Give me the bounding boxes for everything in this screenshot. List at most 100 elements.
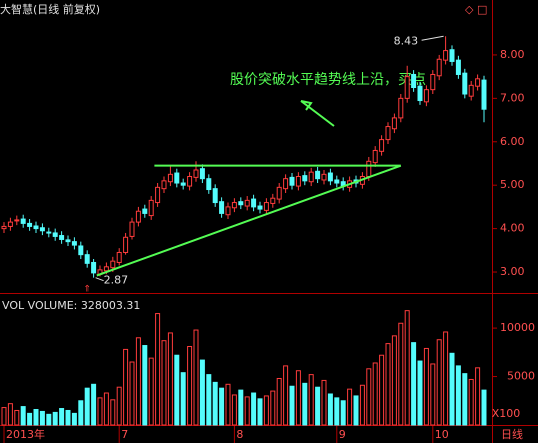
candle-body: [417, 85, 423, 102]
volume-bar: [71, 412, 77, 426]
volume-bar: [7, 403, 13, 426]
candle-body: [91, 261, 97, 274]
volume-bar: [411, 342, 417, 426]
candle-body: [206, 178, 212, 191]
volume-bar: [91, 383, 97, 426]
candle-body: [20, 218, 26, 224]
candle-body: [481, 79, 487, 110]
volume-bar: [398, 322, 404, 426]
volume-bar: [212, 381, 218, 426]
volume-bar: [302, 382, 308, 426]
y-tick-label: 6.00: [500, 135, 525, 148]
volume-bar: [244, 396, 250, 426]
volume-bar: [372, 362, 378, 426]
volume-bar: [257, 398, 263, 426]
y-tick-label: 4.00: [500, 222, 525, 235]
candle-body: [468, 84, 474, 97]
volume-bar: [206, 374, 212, 426]
low-label: 2.87: [104, 274, 129, 287]
y-tick-label: 3.00: [500, 265, 525, 278]
candle-body: [148, 199, 154, 217]
candle-body: [33, 225, 39, 230]
candle-body: [283, 178, 289, 190]
volume-bar: [123, 348, 129, 426]
candle-body: [270, 197, 276, 204]
candle-body: [276, 186, 282, 200]
x-tick-label: 8: [236, 428, 243, 441]
volume-bar: [97, 397, 103, 426]
candle-body: [302, 175, 308, 182]
candle-body: [103, 266, 109, 272]
candle-body: [475, 78, 481, 87]
volume-bar: [27, 412, 33, 426]
y-tick-label: 8.00: [500, 48, 525, 61]
volume-bar: [84, 387, 90, 426]
candle-body: [39, 227, 45, 232]
volume-bar: [155, 313, 161, 426]
annotation-arrow: [300, 100, 335, 127]
candle-body: [14, 219, 20, 222]
volume-bar: [39, 410, 45, 426]
y-tick-label: 10000: [500, 321, 535, 334]
candle-body: [167, 173, 173, 183]
candle-body: [295, 176, 301, 187]
candle-body: [84, 254, 90, 264]
candle-body: [212, 188, 218, 204]
volume-bar: [65, 409, 71, 426]
volume-bar: [481, 389, 487, 426]
candle-body: [391, 117, 397, 130]
volume-bar: [110, 399, 116, 426]
volume-bar: [46, 413, 52, 426]
high-pointer: [421, 35, 444, 41]
volume-bar: [308, 374, 314, 426]
volume-bar: [321, 379, 327, 426]
candle-body: [123, 236, 129, 253]
volume-bar: [14, 409, 20, 426]
candle-body: [187, 176, 193, 187]
candle-body: [59, 235, 65, 240]
volume-bar: [199, 359, 205, 426]
candle-body: [385, 126, 391, 141]
low-pointer: [95, 277, 104, 282]
unit-label: X100: [492, 407, 521, 420]
volume-bar: [366, 368, 372, 426]
volume-bar: [417, 360, 423, 426]
candle-body: [129, 221, 135, 237]
volume-bar: [52, 411, 58, 426]
volume-bar: [391, 335, 397, 426]
y-tick-label: 5000: [507, 370, 535, 383]
high-label: 8.43: [394, 34, 419, 47]
volume-bar: [219, 387, 225, 426]
x-tick-label: 10: [435, 428, 449, 441]
annotation-arrowhead: [300, 100, 313, 111]
candle-body: [257, 205, 263, 210]
annotation: 股价突破水平趋势线上沿，买点: [230, 72, 426, 88]
candle-body: [238, 201, 244, 206]
candle-body: [161, 180, 167, 190]
candle-body: [398, 97, 404, 119]
candle-body: [78, 245, 84, 256]
candle-body: [372, 149, 378, 164]
volume-bar: [33, 408, 39, 426]
candle-body: [155, 186, 161, 204]
volume-bar: [238, 389, 244, 426]
volume-bar: [436, 339, 442, 426]
candle-body: [116, 251, 122, 263]
candle-body: [366, 160, 372, 178]
candle-body: [263, 202, 269, 211]
candle-body: [199, 168, 205, 180]
candle-body: [193, 169, 199, 178]
volume-bar: [468, 378, 474, 426]
volume-bar: [270, 390, 276, 426]
candle-body: [219, 201, 225, 214]
trend-line: [96, 164, 402, 277]
icon: ◇ □: [465, 3, 487, 16]
candle-body: [411, 73, 417, 88]
candle-body: [174, 172, 180, 184]
volume-bar: [455, 365, 461, 426]
volume-bar: [359, 384, 365, 426]
volume-bar: [353, 395, 359, 426]
volume-title: VOL VOLUME: 328003.31: [2, 299, 140, 312]
volume-bar: [462, 373, 468, 426]
